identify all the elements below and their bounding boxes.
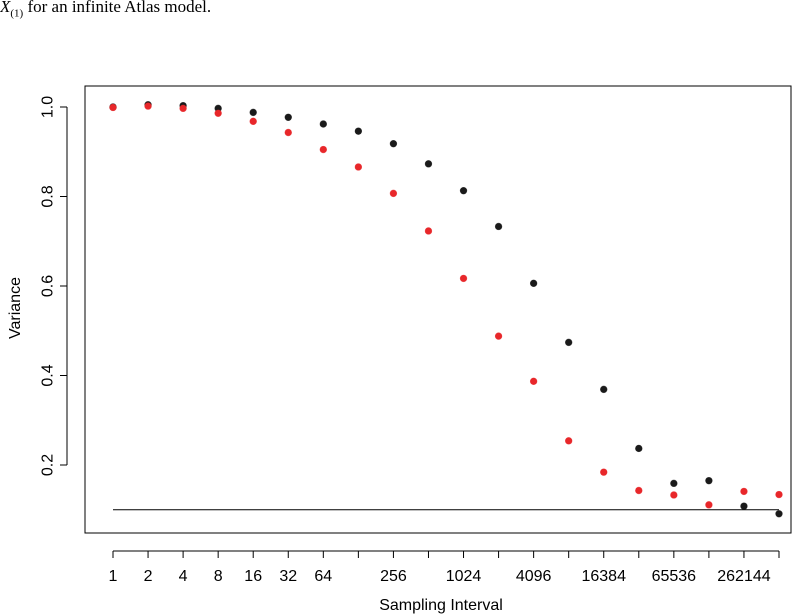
data-point	[424, 160, 433, 168]
data-point	[740, 487, 748, 496]
data-point	[494, 222, 503, 231]
data-point	[319, 145, 328, 154]
data-point	[284, 113, 292, 121]
y-tick-label: 0.4	[40, 364, 57, 386]
data-point	[109, 103, 117, 112]
caption-text: for an infinite Atlas model.	[23, 0, 212, 16]
x-axis-label: Sampling Interval	[379, 597, 503, 614]
data-point	[389, 189, 398, 198]
data-point	[249, 108, 257, 117]
x-tick-label: 256	[380, 568, 407, 585]
data-point	[459, 274, 468, 283]
x-tick-label: 65536	[652, 568, 697, 585]
y-tick-label: 1.0	[40, 96, 57, 118]
x-tick-label: 262144	[717, 568, 770, 585]
data-point	[635, 486, 643, 495]
x-tick-label: 1024	[446, 568, 482, 585]
x-tick-label: 32	[279, 568, 297, 585]
data-point	[459, 186, 468, 195]
plot-frame	[84, 85, 792, 534]
x-tick-label: 1	[109, 568, 118, 585]
x-axis: 1 2 4 8 16 32 64 256 1024 4096 16384 65536 262144	[109, 550, 780, 585]
data-point	[179, 104, 187, 113]
y-axis: 0.2 0.4 0.6 0.8 1.0	[40, 96, 68, 476]
data-point	[354, 127, 363, 135]
data-point	[635, 444, 643, 453]
data-point	[249, 117, 257, 126]
series-2	[109, 102, 783, 509]
data-point	[740, 502, 748, 510]
series-1	[109, 101, 783, 518]
y-tick-label: 0.2	[40, 454, 57, 476]
x-tick-label: 4096	[516, 568, 552, 585]
data-point	[705, 501, 713, 509]
data-point	[319, 120, 328, 128]
data-point	[775, 490, 783, 499]
data-points	[109, 101, 783, 518]
data-point	[144, 102, 152, 110]
data-point	[354, 163, 363, 171]
y-axis-label: Variance	[7, 277, 24, 339]
data-point	[214, 109, 222, 117]
x-tick-label: 16384	[581, 568, 626, 585]
data-point	[600, 385, 608, 394]
caption-subscript: (1)	[10, 7, 24, 20]
x-tick-label: 4	[179, 568, 188, 585]
data-point	[284, 128, 292, 137]
data-point	[775, 510, 783, 518]
data-point	[670, 491, 678, 499]
data-point	[564, 437, 573, 445]
x-tick-label: 16	[244, 568, 262, 585]
data-point	[600, 468, 608, 476]
x-tick-label: 2	[144, 568, 153, 585]
data-point	[494, 332, 503, 340]
caption-variable: X	[0, 0, 11, 16]
x-tick-label: 8	[214, 568, 223, 585]
figure-caption: X(1) for an infinite Atlas model.	[0, 0, 211, 24]
data-point	[424, 227, 433, 235]
y-tick-label: 0.8	[40, 185, 57, 207]
x-tick-label: 64	[314, 568, 332, 585]
data-point	[705, 476, 713, 485]
data-point	[529, 279, 538, 288]
data-point	[564, 338, 573, 347]
data-point	[529, 377, 538, 386]
y-tick-label: 0.6	[40, 275, 57, 297]
data-point	[389, 139, 398, 148]
data-point	[670, 479, 678, 488]
